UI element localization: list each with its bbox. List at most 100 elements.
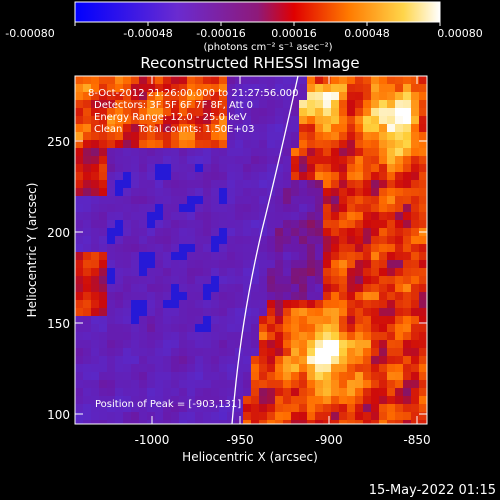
image-pixel	[107, 164, 115, 172]
image-pixel	[187, 188, 195, 196]
image-pixel	[355, 100, 363, 108]
image-pixel	[419, 340, 427, 348]
image-pixel	[331, 364, 339, 372]
image-pixel	[395, 244, 403, 252]
image-pixel	[243, 148, 251, 156]
image-pixel	[307, 412, 315, 420]
image-pixel	[171, 388, 179, 396]
image-pixel	[411, 132, 419, 140]
image-pixel	[131, 316, 139, 324]
image-pixel	[291, 228, 299, 236]
colorbar-tick-label: -0.00048	[123, 27, 172, 40]
image-pixel	[339, 244, 347, 252]
image-pixel	[315, 148, 323, 156]
image-pixel	[323, 140, 331, 148]
image-pixel	[395, 164, 403, 172]
image-pixel	[411, 316, 419, 324]
image-pixel	[99, 292, 107, 300]
image-pixel	[395, 100, 403, 108]
image-pixel	[275, 164, 283, 172]
image-pixel	[83, 276, 91, 284]
image-pixel	[267, 180, 275, 188]
image-pixel	[179, 140, 187, 148]
image-pixel	[171, 300, 179, 308]
image-pixel	[211, 324, 219, 332]
image-pixel	[99, 356, 107, 364]
image-pixel	[411, 212, 419, 220]
image-pixel	[187, 148, 195, 156]
image-pixel	[131, 236, 139, 244]
image-pixel	[403, 212, 411, 220]
image-pixel	[131, 172, 139, 180]
image-pixel	[395, 252, 403, 260]
image-pixel	[75, 268, 83, 276]
image-pixel	[155, 300, 163, 308]
image-pixel	[299, 92, 307, 100]
image-pixel	[403, 116, 411, 124]
image-pixel	[331, 76, 339, 84]
image-pixel	[379, 340, 387, 348]
image-pixel	[147, 180, 155, 188]
image-pixel	[403, 252, 411, 260]
image-pixel	[139, 148, 147, 156]
image-pixel	[283, 324, 291, 332]
image-pixel	[235, 316, 243, 324]
image-pixel	[283, 108, 291, 116]
image-pixel	[147, 108, 155, 116]
image-pixel	[291, 116, 299, 124]
image-pixel	[235, 188, 243, 196]
image-pixel	[155, 84, 163, 92]
image-pixel	[195, 156, 203, 164]
image-pixel	[139, 308, 147, 316]
image-pixel	[243, 372, 251, 380]
image-pixel	[291, 132, 299, 140]
image-pixel	[139, 268, 147, 276]
image-pixel	[419, 348, 427, 356]
image-pixel	[219, 340, 227, 348]
image-pixel	[299, 188, 307, 196]
image-pixel	[403, 348, 411, 356]
image-pixel	[315, 260, 323, 268]
image-pixel	[251, 292, 259, 300]
image-pixel	[235, 180, 243, 188]
image-pixel	[179, 252, 187, 260]
image-pixel	[179, 84, 187, 92]
image-pixel	[115, 196, 123, 204]
image-pixel	[107, 124, 115, 132]
image-pixel	[139, 252, 147, 260]
image-pixel	[243, 236, 251, 244]
image-pixel	[275, 300, 283, 308]
image-pixel	[323, 84, 331, 92]
image-pixel	[259, 84, 267, 92]
image-pixel	[299, 332, 307, 340]
image-pixel	[403, 332, 411, 340]
image-pixel	[291, 140, 299, 148]
image-pixel	[187, 140, 195, 148]
image-pixel	[403, 276, 411, 284]
image-pixel	[355, 364, 363, 372]
image-pixel	[379, 356, 387, 364]
image-pixel	[403, 300, 411, 308]
image-pixel	[227, 388, 235, 396]
image-pixel	[347, 124, 355, 132]
image-pixel	[99, 316, 107, 324]
image-pixel	[299, 236, 307, 244]
image-pixel	[179, 100, 187, 108]
image-pixel	[299, 268, 307, 276]
image-pixel	[331, 140, 339, 148]
image-pixel	[299, 156, 307, 164]
colorbar	[74, 1, 441, 23]
image-pixel	[363, 92, 371, 100]
image-pixel	[219, 388, 227, 396]
image-pixel	[243, 188, 251, 196]
image-pixel	[259, 172, 267, 180]
image-pixel	[387, 228, 395, 236]
image-pixel	[99, 84, 107, 92]
image-pixel	[115, 220, 123, 228]
image-pixel	[251, 164, 259, 172]
image-pixel	[379, 388, 387, 396]
image-pixel	[275, 268, 283, 276]
image-pixel	[347, 76, 355, 84]
image-pixel	[363, 204, 371, 212]
image-pixel	[99, 332, 107, 340]
